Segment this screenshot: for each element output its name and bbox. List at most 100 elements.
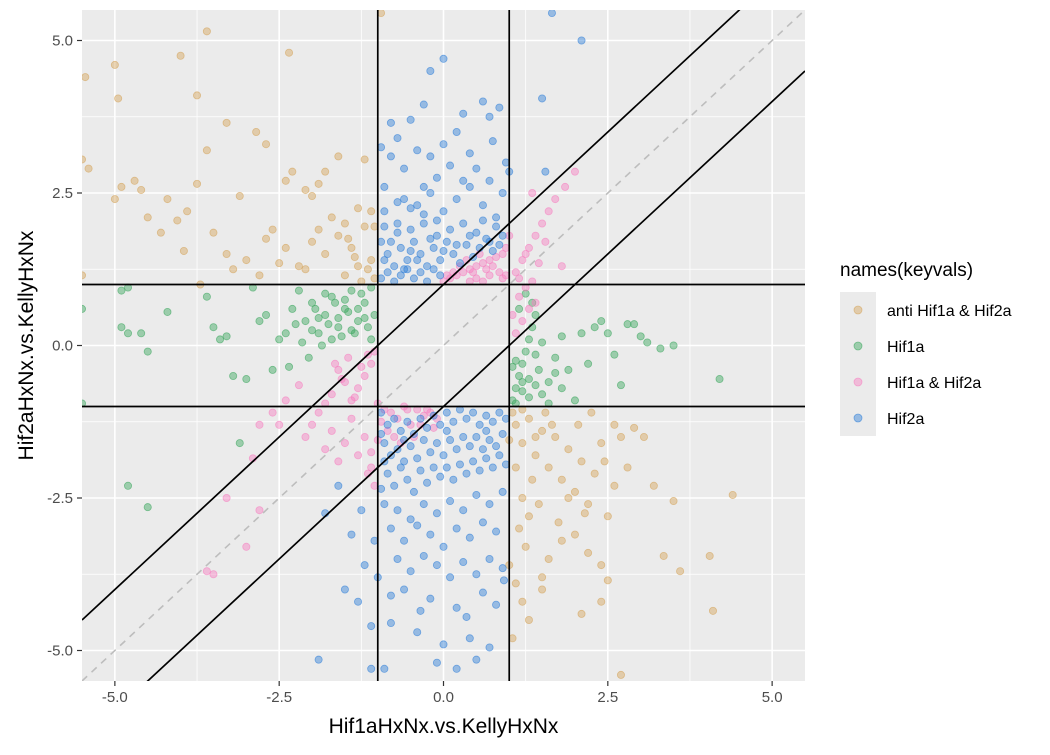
- data-point: [531, 231, 540, 240]
- data-point: [337, 332, 346, 341]
- data-point: [495, 240, 504, 249]
- data-point: [357, 362, 366, 371]
- data-point: [413, 454, 422, 463]
- data-point: [400, 164, 409, 173]
- data-point: [459, 506, 468, 515]
- data-point: [347, 243, 356, 252]
- data-point: [426, 594, 435, 603]
- data-point: [446, 161, 455, 170]
- data-point: [202, 567, 211, 576]
- legend-label-hif2a: Hif2a: [887, 411, 924, 428]
- data-point: [291, 320, 300, 329]
- data-point: [439, 246, 448, 255]
- data-point: [462, 469, 471, 478]
- data-point: [492, 253, 501, 262]
- data-point: [518, 493, 527, 502]
- data-point: [321, 445, 330, 454]
- data-point: [442, 408, 451, 417]
- data-point: [429, 423, 438, 432]
- data-point: [294, 286, 303, 295]
- data-point: [360, 298, 369, 307]
- data-point: [462, 612, 471, 621]
- data-point: [449, 417, 458, 426]
- data-point: [518, 317, 527, 326]
- data-point: [465, 442, 474, 451]
- data-point: [472, 655, 481, 664]
- data-point: [639, 432, 648, 441]
- data-point: [482, 411, 491, 420]
- data-point: [294, 381, 303, 390]
- data-point: [459, 219, 468, 228]
- data-point: [432, 173, 441, 182]
- data-point: [285, 48, 294, 57]
- data-point: [360, 561, 369, 570]
- legend-key-hif2a: [853, 413, 863, 423]
- data-point: [413, 201, 422, 210]
- data-point: [275, 335, 284, 344]
- data-point: [439, 207, 448, 216]
- data-point: [570, 396, 579, 405]
- data-point: [143, 213, 152, 222]
- data-point: [354, 317, 363, 326]
- data-point: [426, 234, 435, 243]
- data-point: [432, 509, 441, 518]
- data-point: [229, 265, 238, 274]
- data-point: [383, 426, 392, 435]
- data-point: [419, 436, 428, 445]
- data-point: [600, 457, 609, 466]
- data-point: [193, 91, 202, 100]
- data-point: [340, 439, 349, 448]
- data-point: [400, 195, 409, 204]
- data-point: [301, 265, 310, 274]
- data-point: [488, 463, 497, 472]
- data-point: [403, 475, 412, 484]
- data-point: [498, 249, 507, 258]
- x-tick-label: -2.5: [266, 689, 292, 706]
- data-point: [492, 527, 501, 536]
- data-point: [416, 268, 425, 277]
- data-points: [82, 10, 737, 679]
- data-point: [584, 359, 593, 368]
- data-point: [380, 500, 389, 509]
- data-point: [426, 530, 435, 539]
- data-point: [478, 259, 487, 268]
- data-point: [584, 500, 593, 509]
- data-point: [603, 576, 612, 585]
- data-point: [488, 246, 497, 255]
- data-point: [577, 457, 586, 466]
- data-point: [459, 176, 468, 185]
- data-point: [354, 384, 363, 393]
- data-point: [308, 298, 317, 307]
- series-anti-hif1a-hif2a: [82, 10, 737, 679]
- data-point: [459, 109, 468, 118]
- data-point: [235, 439, 244, 448]
- data-point: [524, 616, 533, 625]
- data-point: [406, 442, 415, 451]
- data-point: [432, 439, 441, 448]
- data-point: [492, 442, 501, 451]
- data-point: [324, 320, 333, 329]
- data-point: [406, 515, 415, 524]
- data-point: [524, 304, 533, 313]
- data-point: [597, 561, 606, 570]
- data-point: [515, 274, 524, 283]
- data-point: [528, 188, 537, 197]
- data-point: [163, 195, 172, 204]
- data-point: [344, 234, 353, 243]
- data-point: [321, 289, 330, 298]
- data-point: [485, 176, 494, 185]
- data-point: [455, 259, 464, 268]
- data-point: [452, 445, 461, 454]
- data-point: [327, 390, 336, 399]
- data-point: [472, 490, 481, 499]
- data-point: [308, 326, 317, 335]
- data-point: [564, 365, 573, 374]
- data-point: [327, 426, 336, 435]
- data-point: [452, 195, 461, 204]
- data-point: [518, 256, 527, 265]
- data-point: [82, 271, 86, 280]
- data-point: [446, 573, 455, 582]
- data-point: [574, 420, 583, 429]
- data-point: [314, 314, 323, 323]
- data-point: [367, 359, 376, 368]
